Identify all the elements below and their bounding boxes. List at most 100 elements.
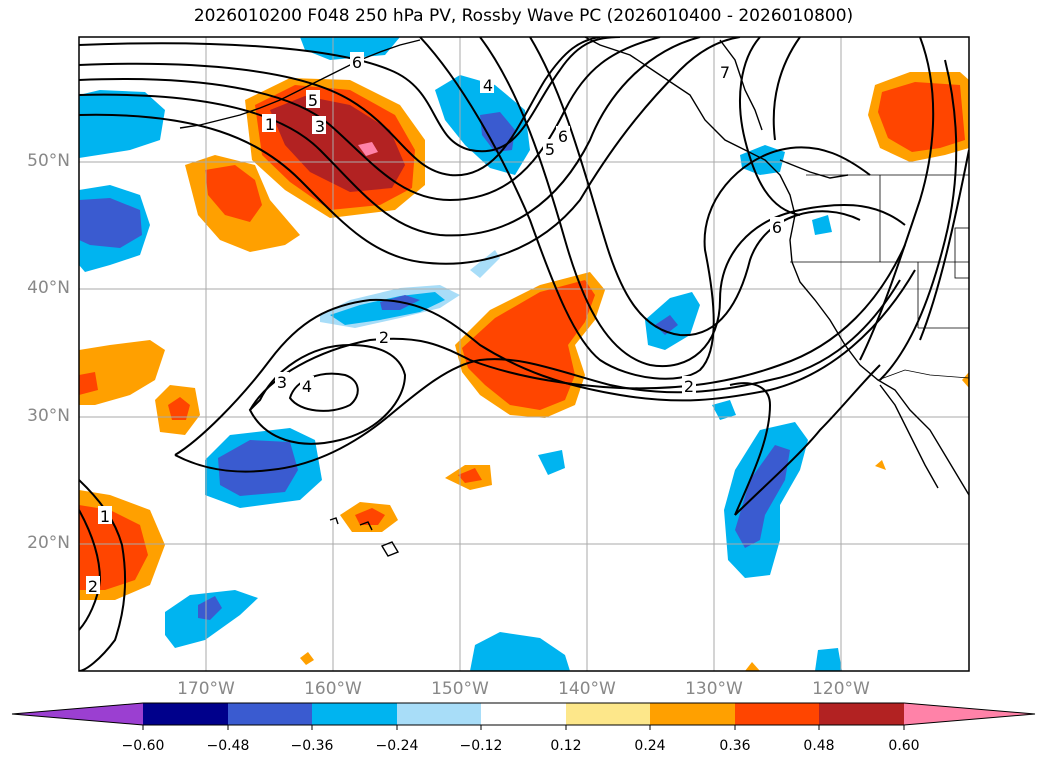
- coastline: [719, 39, 763, 131]
- pv-contour: [79, 37, 701, 237]
- lon-label-150w: 150°W: [431, 679, 489, 699]
- anomaly-pos-mid: [355, 508, 385, 525]
- anomaly-pos-mid: [458, 468, 482, 483]
- colorbar-bin: [566, 703, 650, 725]
- lon-label-170w: 170°W: [177, 679, 235, 699]
- colorbar-extend-min: [12, 703, 143, 725]
- anomaly-neg-strong: [480, 112, 515, 152]
- pv-contour: [79, 37, 741, 265]
- contour-label: 6: [558, 127, 568, 146]
- lat-label-40n: 40°N: [27, 278, 70, 298]
- border-line: [877, 369, 969, 381]
- map-frame: [78, 36, 970, 672]
- anomaly-neg: [470, 632, 570, 671]
- lon-label-160w: 160°W: [304, 679, 362, 699]
- colorbar-bin: [481, 703, 566, 725]
- lon-label-140w: 140°W: [558, 679, 616, 699]
- colorbar-label: −0.24: [375, 738, 419, 754]
- pv-contour: [734, 364, 881, 516]
- contour-label: 2: [379, 328, 389, 347]
- anomaly-neg-strong: [735, 445, 790, 548]
- pv-contour: [919, 149, 969, 341]
- lon-label-120w: 120°W: [812, 679, 870, 699]
- anomaly-pos-mid: [205, 165, 262, 222]
- pv-contour: [729, 382, 772, 516]
- contour-label: 2: [684, 377, 694, 396]
- anomaly-pos-mid: [168, 397, 190, 420]
- coastline: [879, 384, 939, 489]
- contour-label: 1: [100, 507, 110, 526]
- contour-label: 6: [772, 218, 782, 237]
- coastline: [584, 37, 969, 496]
- anomaly-pos-mid: [462, 280, 595, 410]
- colorbar-extend-max: [904, 703, 1035, 725]
- pv-contour: [174, 279, 901, 473]
- contour-label: 4: [302, 377, 312, 396]
- anomaly-pos: [300, 652, 314, 665]
- anomaly-neg: [812, 215, 832, 235]
- lat-label-30n: 30°N: [27, 406, 70, 426]
- anomaly-neg: [712, 400, 736, 420]
- contour-label: 4: [483, 76, 493, 95]
- pv-contour: [79, 37, 661, 202]
- contour-label: 1: [265, 115, 275, 134]
- anomaly-pos: [745, 662, 760, 671]
- pv-contour: [248, 343, 407, 445]
- contour-label: 3: [277, 373, 287, 392]
- anomaly-neg: [79, 90, 165, 158]
- anomaly-pos: [962, 372, 969, 388]
- anomaly-pos-mid: [79, 505, 148, 590]
- coastline: [359, 521, 373, 531]
- pc-shading: [79, 37, 969, 671]
- pv-contour: [479, 37, 906, 368]
- pv-contour: [419, 37, 871, 380]
- colorbar-label: 0.60: [888, 738, 920, 754]
- colorbar-bin: [650, 703, 735, 725]
- colorbar-label: −0.36: [290, 738, 334, 754]
- map-title: 2026010200 F048 250 hPa PV, Rossby Wave …: [193, 6, 854, 26]
- pv-contour: [174, 269, 916, 456]
- pv-contour: [79, 37, 621, 153]
- colorbar-bin: [143, 703, 228, 725]
- contour-label: 5: [545, 140, 555, 159]
- colorbar-label: −0.12: [459, 738, 503, 754]
- colorbar-bin: [819, 703, 904, 725]
- anomaly-neg: [538, 450, 565, 475]
- colorbar-label: 0.24: [634, 738, 666, 754]
- pv-contour: [879, 59, 958, 381]
- pv-contour: [739, 37, 801, 216]
- colorbar-label: 0.36: [719, 738, 751, 754]
- pv-contours: [79, 37, 969, 671]
- coastlines: [179, 37, 969, 557]
- coastline: [329, 517, 339, 525]
- anomaly-pos-max: [358, 142, 378, 156]
- borders: [790, 174, 969, 381]
- colorbar-label: 0.48: [803, 738, 835, 754]
- contour-label: 5: [308, 91, 318, 110]
- lat-label-50n: 50°N: [27, 151, 70, 171]
- anomaly-neg-strong: [218, 440, 298, 496]
- graticule: [79, 37, 969, 671]
- colorbar-label: −0.60: [121, 738, 165, 754]
- anomaly-pos-mid: [878, 82, 965, 152]
- anomaly-neg: [165, 590, 258, 648]
- lat-label-20n: 20°N: [27, 533, 70, 553]
- anomaly-pos-strong: [270, 96, 405, 192]
- anomaly-pos: [875, 460, 886, 470]
- contour-label: 2: [88, 577, 98, 596]
- anomaly-pos-mid: [79, 372, 98, 395]
- anomaly-neg: [815, 648, 842, 671]
- contour-label: 6: [352, 53, 362, 72]
- anomaly-neg-strong: [198, 596, 222, 620]
- colorbar-bin: [735, 703, 819, 725]
- border-box: [954, 227, 969, 279]
- colorbar-bin: [228, 703, 312, 725]
- colorbar-label: −0.48: [206, 738, 250, 754]
- pv-contour: [79, 37, 601, 177]
- contour-label: 3: [315, 117, 325, 136]
- anomaly-neg-strong: [79, 198, 142, 248]
- anomaly-pos: [79, 340, 165, 405]
- lon-label-130w: 130°W: [685, 679, 743, 699]
- contour-label: 7: [720, 63, 730, 82]
